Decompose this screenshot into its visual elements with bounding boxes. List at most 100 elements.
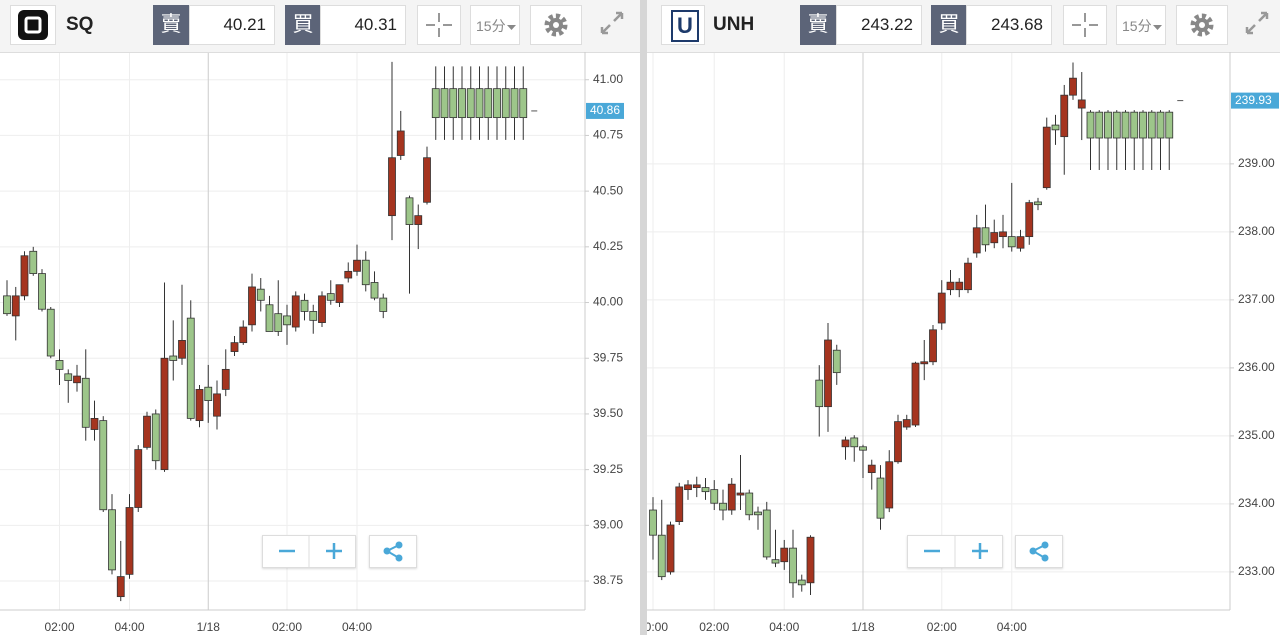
candle-body (449, 88, 458, 119)
symbol: SQ (66, 14, 94, 35)
candle-body (431, 88, 440, 119)
candle-body (754, 511, 762, 516)
x-tick-label: 02:00 (272, 620, 302, 634)
expand-button[interactable] (590, 5, 636, 45)
candle-body (789, 547, 797, 584)
candle-body (1130, 111, 1139, 139)
candle-body (1007, 236, 1016, 248)
x-tick-label: 02:00 (44, 620, 74, 634)
candle-body (692, 484, 701, 488)
candle-body (90, 417, 99, 430)
settings-button[interactable] (530, 5, 582, 45)
interval-button[interactable]: 15分 (1116, 5, 1166, 45)
zoom-buttons (907, 535, 1003, 568)
candle-body (73, 375, 81, 384)
candle-body (1069, 77, 1077, 96)
buy-label: 買 (931, 5, 967, 45)
buy-label: 買 (285, 5, 321, 45)
candle-body (832, 349, 841, 374)
sell-price: 243.22 (836, 5, 922, 45)
candle-body (1112, 111, 1121, 139)
candle-body (920, 361, 929, 365)
candle-body (195, 389, 204, 422)
candle-body (423, 157, 431, 203)
panel: U UNH 賣 243.22 買 243.68 15分 233.00 234.00… (647, 0, 1280, 635)
candle-body (475, 88, 484, 119)
last-price-label: 40.86 (590, 103, 620, 117)
crosshair-button[interactable] (417, 5, 461, 45)
candle-body (3, 295, 11, 315)
candle-body (727, 483, 736, 511)
chart: 233.00 234.00 235.00 236.00 237.00 238.00 239.… (647, 52, 1279, 634)
share-button[interactable] (369, 535, 417, 568)
candle-body (64, 373, 73, 381)
candle-body (335, 284, 344, 303)
expand-button[interactable] (1235, 5, 1279, 45)
candle-body (134, 449, 143, 508)
x-tick-label: 00:00 (647, 620, 668, 634)
y-tick-label: 40.75 (593, 128, 623, 142)
candle-body (815, 379, 824, 408)
candle-body (178, 340, 186, 359)
y-tick-label: 40.50 (593, 183, 623, 197)
sell-price: 40.21 (189, 5, 275, 45)
interval-button[interactable]: 15分 (470, 5, 520, 45)
candle-body (151, 413, 160, 462)
candle-body (1121, 111, 1130, 139)
interval: 15分 (476, 18, 506, 34)
candle-body (1016, 236, 1025, 249)
candle-body (902, 419, 911, 428)
x-tick-label: 04:00 (114, 620, 144, 634)
crosshair-button[interactable] (1063, 5, 1107, 45)
candle-body (186, 317, 195, 419)
candle-body (20, 255, 29, 297)
candle-body (405, 197, 414, 225)
last-price-box (1231, 92, 1279, 109)
candle-body (937, 292, 946, 324)
candle-body (326, 293, 335, 301)
candle-body (1077, 99, 1086, 109)
y-tick-label: 38.75 (593, 573, 623, 587)
candle-body (221, 368, 230, 390)
toolbar: SQ 賣 40.21 買 40.31 15分 (0, 0, 640, 53)
plot-area (647, 53, 1230, 610)
candle-body (1147, 111, 1156, 139)
share-button[interactable] (1015, 535, 1063, 568)
last-price-box (586, 102, 624, 119)
candle-body (519, 88, 528, 119)
logo-icon (18, 10, 48, 40)
candle-body (1095, 111, 1104, 139)
candle-body (318, 295, 326, 323)
symbol: UNH (713, 14, 755, 35)
y-tick-label: 236.00 (1238, 360, 1275, 374)
y-tick-label: 239.00 (1238, 156, 1275, 170)
candle-body (388, 157, 396, 217)
candle-body (850, 437, 859, 448)
candle-body (911, 362, 920, 426)
candle-body (108, 509, 116, 571)
settings-button[interactable] (1176, 5, 1228, 45)
candle-body (955, 281, 964, 291)
candle-body (46, 308, 55, 357)
candle-body (1165, 111, 1174, 139)
candle-body (1034, 201, 1042, 206)
x-tick-label: 02:00 (927, 620, 957, 634)
logo-letter: U (671, 10, 699, 42)
candle-body (493, 88, 501, 119)
candle-body (396, 130, 405, 156)
candle-body (867, 464, 876, 474)
candle-body (894, 421, 902, 463)
candle-body (1060, 94, 1069, 138)
candle-body (806, 536, 815, 584)
candle-body (55, 360, 64, 370)
candle-body (230, 342, 239, 352)
candle-body (929, 329, 937, 363)
plot-area (0, 53, 585, 610)
candle-body (265, 304, 274, 332)
toolbar: U UNH 賣 243.22 買 243.68 15分 (647, 0, 1280, 53)
candle-body (283, 315, 291, 326)
candle-body (780, 547, 789, 563)
candle-body (1104, 111, 1112, 139)
candle-body (458, 88, 466, 119)
